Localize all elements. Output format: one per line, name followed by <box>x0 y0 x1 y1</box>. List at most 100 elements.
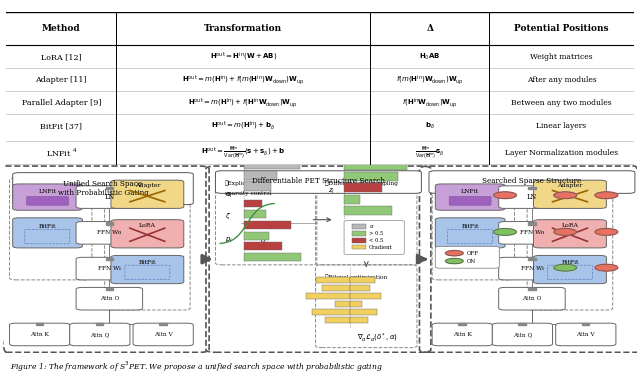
FancyBboxPatch shape <box>76 222 143 244</box>
FancyBboxPatch shape <box>534 255 606 284</box>
Text: Attn V: Attn V <box>577 332 595 337</box>
Circle shape <box>493 228 516 235</box>
Text: $\zeta$: $\zeta$ <box>225 211 231 221</box>
Text: LoRA: LoRA <box>139 223 156 228</box>
Bar <box>35 323 43 325</box>
Bar <box>528 288 536 290</box>
Bar <box>352 238 365 243</box>
Text: After any modules: After any modules <box>527 76 596 84</box>
FancyBboxPatch shape <box>76 287 143 310</box>
Bar <box>344 161 408 170</box>
Bar <box>351 285 371 291</box>
Bar <box>528 258 536 260</box>
Circle shape <box>595 192 618 199</box>
Text: $\mathbf{H}^{\mathrm{out}} = m(\mathbf{H}^{\mathrm{in}}) + \mathbf{b}_{\delta}$: $\mathbf{H}^{\mathrm{out}} = m(\mathbf{H… <box>211 120 275 132</box>
Text: Attn Q: Attn Q <box>90 332 109 337</box>
Bar <box>351 276 375 283</box>
Text: $\mathbf{H}_0\mathbf{AB}$: $\mathbf{H}_0\mathbf{AB}$ <box>419 52 440 62</box>
Text: BitFit [37]: BitFit [37] <box>40 122 83 130</box>
Text: $\mathbf{H}^{\mathrm{out}} = m(\mathbf{H}^{\mathrm{in}}) + f(m(\mathbf{H}^{\math: $\mathbf{H}^{\mathrm{out}} = m(\mathbf{H… <box>182 73 304 87</box>
Text: Differentiable PET Structure Search: Differentiable PET Structure Search <box>252 177 385 185</box>
Text: LoRA [12]: LoRA [12] <box>41 53 82 61</box>
Bar <box>528 187 536 189</box>
Bar <box>106 288 113 290</box>
Text: BitFit: BitFit <box>39 224 56 229</box>
FancyBboxPatch shape <box>534 220 606 248</box>
Text: FFN Wo: FFN Wo <box>97 230 122 235</box>
Bar <box>106 222 113 225</box>
Text: < 0.5: < 0.5 <box>369 238 383 243</box>
Text: Between any two modules: Between any two modules <box>511 99 612 107</box>
Bar <box>335 301 351 307</box>
FancyBboxPatch shape <box>216 171 421 194</box>
Bar <box>244 221 291 229</box>
FancyBboxPatch shape <box>76 257 143 280</box>
FancyBboxPatch shape <box>499 257 565 280</box>
FancyBboxPatch shape <box>499 186 565 209</box>
Text: FFN Wo: FFN Wo <box>520 230 544 235</box>
FancyBboxPatch shape <box>429 171 635 194</box>
Bar <box>518 323 526 325</box>
Text: $f(m(\mathbf{H}^{\mathrm{in}})\mathbf{W}_{\mathrm{down}})\mathbf{W}_{\mathrm{up}: $f(m(\mathbf{H}^{\mathrm{in}})\mathbf{W}… <box>396 73 463 87</box>
Text: LNFit: LNFit <box>38 189 56 194</box>
Circle shape <box>554 228 577 235</box>
Text: ②Differentiable sampling: ②Differentiable sampling <box>325 180 398 186</box>
FancyBboxPatch shape <box>492 323 552 346</box>
Text: Attn O: Attn O <box>100 296 119 301</box>
Text: Adapter: Adapter <box>557 183 582 188</box>
Bar <box>344 195 360 204</box>
Circle shape <box>445 250 463 256</box>
Text: $z_i$: $z_i$ <box>328 187 335 196</box>
FancyBboxPatch shape <box>10 323 70 346</box>
Bar <box>106 187 113 189</box>
Text: FFN Wi: FFN Wi <box>520 266 543 271</box>
Bar <box>351 317 368 323</box>
Text: ①Explicit: ①Explicit <box>225 180 251 186</box>
FancyBboxPatch shape <box>435 184 505 210</box>
Text: LN: LN <box>104 193 115 201</box>
Text: Method: Method <box>42 24 81 33</box>
Bar <box>352 231 365 236</box>
Bar <box>244 127 307 136</box>
FancyBboxPatch shape <box>111 180 184 209</box>
FancyBboxPatch shape <box>499 287 565 310</box>
Text: LNFit $^4$: LNFit $^4$ <box>45 147 77 159</box>
Bar <box>244 200 262 207</box>
Text: Transformation: Transformation <box>204 24 282 33</box>
Text: > 0.5: > 0.5 <box>369 231 383 236</box>
Text: $f(\mathbf{H}^{\mathrm{in}}\mathbf{W}_{\mathrm{down}})\mathbf{W}_{\mathrm{up}}$: $f(\mathbf{H}^{\mathrm{in}}\mathbf{W}_{\… <box>402 96 458 110</box>
FancyBboxPatch shape <box>499 222 565 244</box>
Bar <box>352 245 365 250</box>
Bar <box>244 170 277 180</box>
Text: Linear layers: Linear layers <box>536 122 586 130</box>
Text: $\mathbf{H}^{\mathrm{out}} = m(\mathbf{H}^{\mathrm{in}}) + f(\mathbf{H}^{\mathrm: $\mathbf{H}^{\mathrm{out}} = m(\mathbf{H… <box>188 96 298 110</box>
Bar <box>458 323 466 325</box>
Circle shape <box>554 264 577 271</box>
FancyBboxPatch shape <box>432 323 492 346</box>
Text: Potential Positions: Potential Positions <box>514 24 609 33</box>
Text: $\alpha_i$: $\alpha_i$ <box>225 190 233 200</box>
FancyBboxPatch shape <box>534 180 606 209</box>
Bar <box>96 323 103 325</box>
Text: Δ: Δ <box>426 24 433 33</box>
Bar <box>159 323 166 325</box>
Text: LoRA: LoRA <box>561 223 579 228</box>
Circle shape <box>595 228 618 235</box>
FancyBboxPatch shape <box>27 197 68 205</box>
Text: Attn Q: Attn Q <box>513 332 532 337</box>
Text: BitFit: BitFit <box>139 260 156 265</box>
Bar <box>244 242 282 250</box>
Bar <box>106 258 113 260</box>
Text: Searched Sparse Structure: Searched Sparse Structure <box>483 177 582 185</box>
Circle shape <box>493 192 516 199</box>
Text: Attn V: Attn V <box>154 332 173 337</box>
Bar <box>244 149 282 158</box>
Text: sparsity control: sparsity control <box>225 192 271 197</box>
Text: $\mathbf{H}^{\mathrm{out}} = \mathbf{H}^{\mathrm{in}}(\mathbf{W} + \mathbf{AB})$: $\mathbf{H}^{\mathrm{out}} = \mathbf{H}^… <box>209 51 277 63</box>
Text: $\mathbf{b}_{\delta}$: $\mathbf{b}_{\delta}$ <box>425 121 435 131</box>
Text: Gradient: Gradient <box>369 245 392 250</box>
Bar <box>351 309 377 315</box>
FancyBboxPatch shape <box>111 255 184 284</box>
Bar <box>244 160 300 169</box>
Bar <box>352 224 365 229</box>
